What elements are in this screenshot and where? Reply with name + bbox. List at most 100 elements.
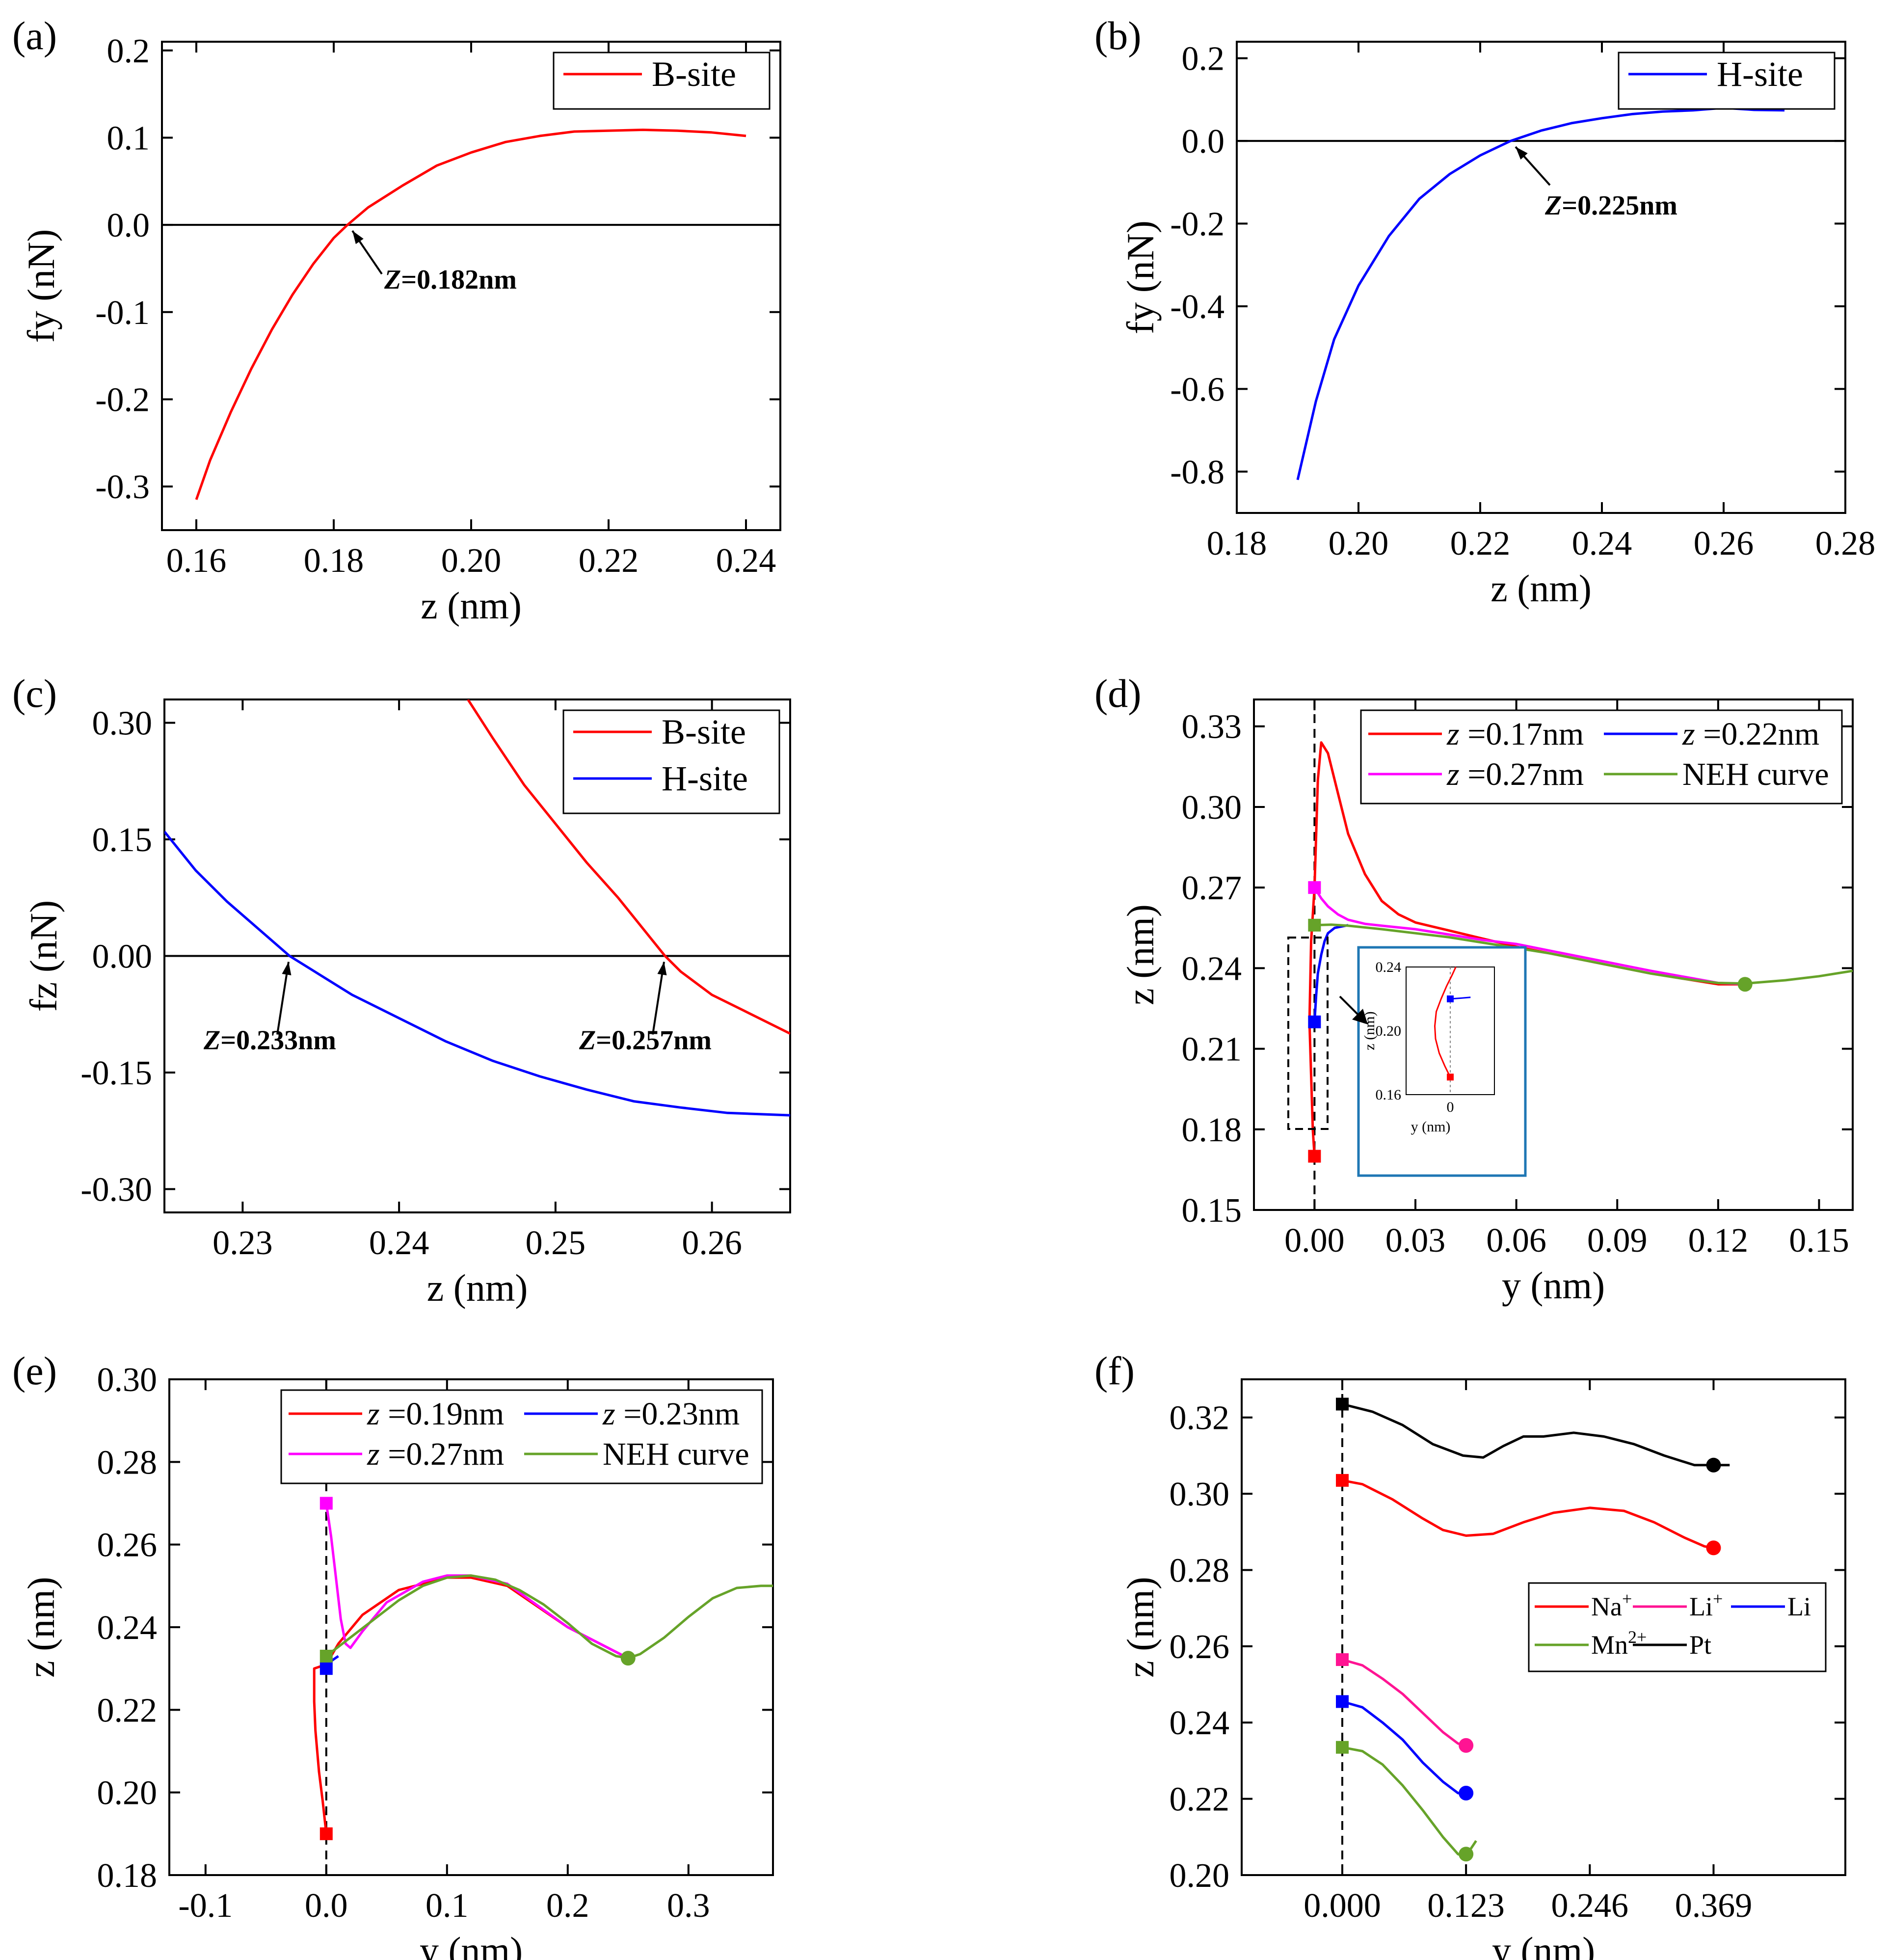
x-axis-label: z (nm): [421, 584, 522, 627]
annotation-value: =0.257nm: [596, 1025, 712, 1056]
y-tick-label: 0.20: [1170, 1857, 1230, 1895]
annotation-value: =0.182nm: [401, 265, 517, 295]
inset-marker-square: [1447, 1074, 1454, 1081]
annotation-prefix: Z: [579, 1025, 596, 1056]
y-tick-label: 0.32: [1170, 1399, 1230, 1437]
annotation-label: Z=0.257nm: [579, 1025, 712, 1056]
series-group: [1296, 107, 1785, 481]
y-tick-label: 0.18: [97, 1857, 158, 1895]
y-tick-label: 0.28: [1170, 1552, 1230, 1589]
y-tick-label: 0.21: [1182, 1031, 1242, 1069]
x-axis-label: y (nm): [420, 1929, 523, 1960]
annotation-prefix: Z: [203, 1025, 220, 1056]
panel-e: (e) -0.1 0.0 0.1 0.2 0.3 0.18 0.20 0.22 0.24 0.26 0…: [12, 1348, 774, 1960]
y-tick-label: 0.22: [1170, 1781, 1230, 1819]
y-tick-label: 0.24: [97, 1609, 158, 1647]
y-tick-label: 0.0: [1182, 123, 1225, 161]
legend-label-text: NEH curve: [603, 1436, 749, 1472]
legend-label: z =0.27nm: [1446, 756, 1584, 792]
legend-label: z =0.23nm: [602, 1396, 740, 1432]
series-group: [1342, 1403, 1730, 1857]
y-tick-label: -0.3: [95, 468, 150, 506]
x-tick-label: 0.3: [667, 1887, 710, 1925]
legend-box: [1528, 1582, 1827, 1672]
y-tick-label: 0.15: [1182, 1192, 1242, 1230]
series-line-z-0-22nm: [1313, 924, 1349, 1022]
x-tick-label: 0.1: [426, 1887, 469, 1925]
annotation-arrowhead: [657, 962, 667, 975]
series-group: [164, 699, 790, 1117]
x-tick-label: 0.16: [166, 542, 227, 580]
series-line-h-site: [164, 831, 790, 1117]
y-tick-label: 0.1: [107, 119, 150, 157]
inset-x-label: y (nm): [1411, 1119, 1451, 1135]
legend-label: NEH curve: [603, 1436, 749, 1472]
plot-frame: [1241, 1378, 1846, 1876]
y-tick-label: 0.30: [97, 1361, 158, 1399]
legend-label-text: =0.23nm: [615, 1396, 740, 1432]
y-tick-label: 0.24: [1182, 950, 1242, 988]
panel-label: (a): [12, 13, 57, 58]
marker-square: [319, 1649, 333, 1663]
legend-label-text: =0.27nm: [1460, 756, 1584, 792]
marker-square: [1308, 1150, 1321, 1163]
y-tick-label: 0.30: [1170, 1476, 1230, 1513]
plot-frame: [1236, 41, 1846, 514]
legend-label: H-site: [662, 759, 748, 798]
legend-label: z =0.22nm: [1682, 716, 1819, 752]
legend-label-text: Li: [1787, 1592, 1811, 1621]
legend-label-prefix: z: [1446, 716, 1460, 752]
x-tick-label: 0.15: [1789, 1222, 1849, 1260]
inset-series-line: [1450, 996, 1471, 1000]
marker-square: [319, 1662, 333, 1675]
marker-square: [1308, 881, 1321, 894]
legend-box: [1360, 709, 1843, 805]
legend-label: Mn2+: [1591, 1627, 1647, 1660]
x-tick-label: 0.03: [1385, 1222, 1446, 1260]
panel-label: (e): [12, 1348, 57, 1393]
legend-label-text: Mn: [1591, 1630, 1628, 1660]
series-line-z-0-27nm: [1313, 886, 1752, 986]
marker-circle: [1706, 1457, 1721, 1473]
marker-square: [1336, 1397, 1349, 1411]
x-tick-label: 0.25: [526, 1224, 586, 1262]
annotation-prefix: Z: [1544, 190, 1562, 221]
y-tick-label: -0.2: [95, 381, 150, 419]
legend-box: [553, 52, 771, 110]
y-tick-label: 0.2: [107, 32, 150, 70]
legend-label-superscript: +: [1622, 1589, 1632, 1609]
y-axis-label: fz (nN): [22, 900, 65, 1012]
inset-y-tick-label: 0.16: [1376, 1087, 1402, 1103]
marker-circle: [1459, 1785, 1474, 1800]
x-axis-label: z (nm): [427, 1266, 528, 1309]
inset-y-tick-label: 0.24: [1376, 959, 1402, 975]
annotation-label: Z=0.182nm: [384, 265, 517, 295]
legend-label: Li: [1787, 1592, 1811, 1621]
y-axis-label: fy (nN): [1119, 220, 1162, 334]
y-tick-label: 0.27: [1182, 869, 1242, 907]
legend-label-prefix: z: [1682, 716, 1695, 752]
y-tick-label: 0.00: [92, 938, 153, 976]
legend-label-prefix: z: [1446, 756, 1460, 792]
marker-square: [1336, 1695, 1349, 1708]
zoom-arrow: [1339, 995, 1360, 1017]
y-tick-label: 0.2: [1182, 40, 1225, 78]
series-line-na-: [1342, 1479, 1714, 1549]
marker-circle: [1459, 1847, 1474, 1862]
y-axis-label: fy (nN): [20, 229, 62, 343]
legend-label: z =0.19nm: [367, 1396, 504, 1432]
x-tick-label: 0.0: [305, 1887, 348, 1925]
legend-label: Li+: [1689, 1589, 1723, 1621]
annotation-arrowhead: [352, 231, 364, 244]
x-tick-label: 0.22: [1450, 525, 1511, 563]
inset-x-tick-label: 0: [1447, 1099, 1454, 1115]
annotation-value: =0.225nm: [1562, 190, 1677, 221]
annotation-value: =0.233nm: [220, 1025, 336, 1056]
legend-label: z =0.17nm: [1446, 716, 1584, 752]
series-line-neh-curve: [325, 1574, 773, 1660]
x-tick-label: 0.123: [1427, 1887, 1505, 1925]
x-tick-label: 0.369: [1675, 1887, 1753, 1925]
y-tick-label: -0.15: [80, 1054, 152, 1092]
x-tick-label: 0.24: [1572, 525, 1632, 563]
legend-box: [1618, 52, 1836, 110]
